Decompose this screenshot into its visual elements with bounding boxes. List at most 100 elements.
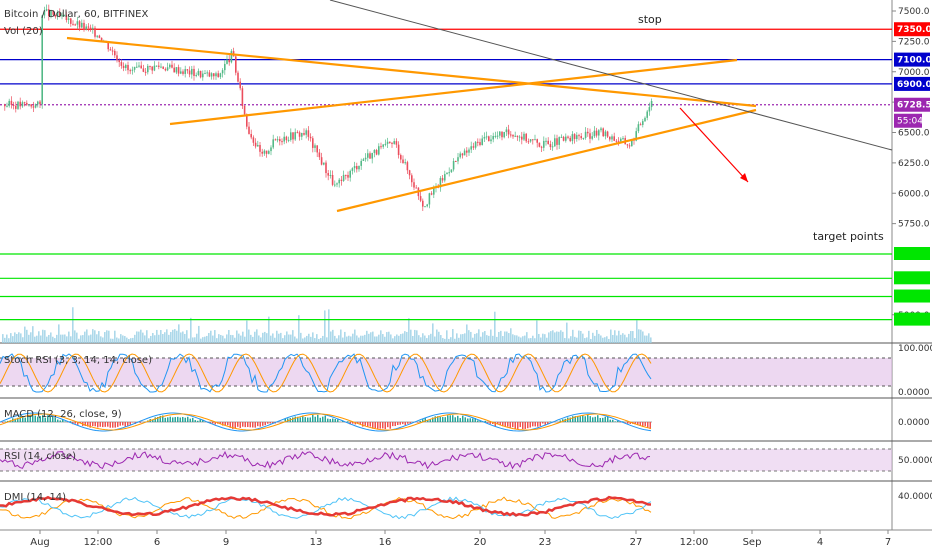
volume-bar — [148, 338, 150, 343]
volume-bar — [370, 332, 372, 343]
volume-bar — [4, 337, 6, 343]
candle-body — [380, 146, 382, 148]
volume-bar — [126, 337, 128, 343]
candle-body — [26, 102, 28, 105]
volume-bar — [538, 333, 540, 343]
macd-histogram-bar — [222, 422, 224, 426]
macd-histogram-bar — [437, 416, 439, 422]
candle-body — [94, 27, 96, 37]
macd-histogram-bar — [387, 422, 389, 428]
volume-bar — [400, 334, 402, 343]
volume-bar — [168, 334, 170, 343]
macd-histogram-bar — [487, 422, 489, 423]
candle-body — [257, 144, 259, 147]
macd-histogram-bar — [522, 422, 524, 429]
candle-body — [617, 140, 620, 142]
candle-body — [650, 101, 653, 108]
stoch-rsi-label: Stoch RSI (3, 3, 14, 14, close) — [4, 355, 152, 366]
candle-body — [19, 101, 21, 107]
volume-bar — [332, 329, 334, 343]
volume-bar — [38, 331, 40, 343]
volume-bar — [448, 338, 450, 343]
volume-bar — [76, 332, 78, 343]
macd-histogram-bar — [4, 421, 6, 422]
candle-body — [100, 37, 103, 42]
macd-histogram-bar — [269, 422, 271, 424]
volume-bar — [200, 338, 202, 343]
volume-bar — [486, 335, 488, 343]
volume-bar — [92, 329, 94, 343]
time-tick-label-5: 16 — [379, 537, 392, 548]
volume-bar — [640, 329, 642, 343]
candle-body — [265, 150, 268, 154]
macd-label: MACD (12, 26, close, 9) — [4, 409, 122, 420]
time-tick-label-1: 12:00 — [84, 537, 113, 548]
volume-bar — [596, 329, 598, 343]
volume-bar — [498, 331, 500, 343]
price-tick-label-2: 7000.0 — [898, 68, 930, 78]
level-tag-2 — [894, 76, 930, 91]
time-tick-label-10: Sep — [743, 537, 762, 548]
candle-body — [615, 140, 618, 142]
candle-body — [248, 126, 250, 134]
candle-body — [74, 24, 76, 26]
candle-body — [219, 73, 222, 77]
volume-bar — [414, 329, 416, 343]
macd-histogram-bar — [497, 422, 499, 425]
volume-bar — [274, 337, 276, 343]
volume-bar — [208, 333, 210, 343]
candle-body — [503, 132, 505, 138]
candle-body — [270, 147, 272, 152]
volume-bar — [582, 333, 584, 343]
volume-bar — [446, 330, 448, 343]
candle-body — [149, 65, 151, 67]
candle-body — [648, 107, 651, 112]
volume-bar — [118, 338, 120, 343]
candle-body — [598, 130, 600, 136]
macd-histogram-bar — [572, 416, 574, 422]
candle-body — [92, 27, 94, 30]
candle-body — [369, 153, 371, 159]
volume-bar — [216, 338, 218, 343]
macd-histogram-bar — [212, 422, 214, 424]
macd-histogram-bar — [154, 417, 156, 422]
macd-histogram-bar — [467, 418, 469, 422]
volume-bar — [386, 332, 388, 343]
candle-body — [406, 162, 409, 171]
volume-bar — [336, 338, 338, 343]
volume-bar — [564, 338, 566, 343]
macd-histogram-bar — [14, 418, 16, 422]
macd-histogram-bar — [529, 422, 531, 428]
dmi-adx-line — [0, 495, 652, 517]
candle-body — [72, 23, 74, 25]
macd-histogram-bar — [262, 422, 264, 426]
volume-bar — [12, 336, 14, 343]
volume-bar — [240, 335, 242, 343]
candle-body — [488, 136, 490, 142]
macd-histogram-bar — [489, 422, 491, 424]
macd-histogram-bar — [202, 419, 204, 422]
volume-bar — [192, 337, 194, 343]
macd-histogram-bar — [607, 416, 609, 422]
candle-body — [21, 102, 24, 107]
volume-bar — [556, 331, 558, 343]
macd-histogram-bar — [577, 415, 579, 422]
macd-histogram-bar — [257, 422, 259, 427]
dmi-label: DMI (14, 14) — [4, 492, 67, 503]
volume-bar — [40, 335, 42, 343]
candle-body — [386, 141, 389, 144]
macd-histogram-bar — [617, 420, 619, 422]
volume-bar — [78, 338, 80, 343]
macd-value: 0.0000 — [898, 418, 930, 428]
volume-bar — [590, 338, 592, 343]
macd-histogram-bar — [324, 415, 326, 422]
candle-body — [477, 141, 479, 143]
candle-body — [428, 193, 431, 205]
macd-histogram-bar — [359, 422, 361, 425]
volume-bar — [438, 331, 440, 343]
volume-bar — [258, 335, 260, 343]
macd-histogram-bar — [584, 416, 586, 422]
candle-body — [468, 149, 470, 153]
